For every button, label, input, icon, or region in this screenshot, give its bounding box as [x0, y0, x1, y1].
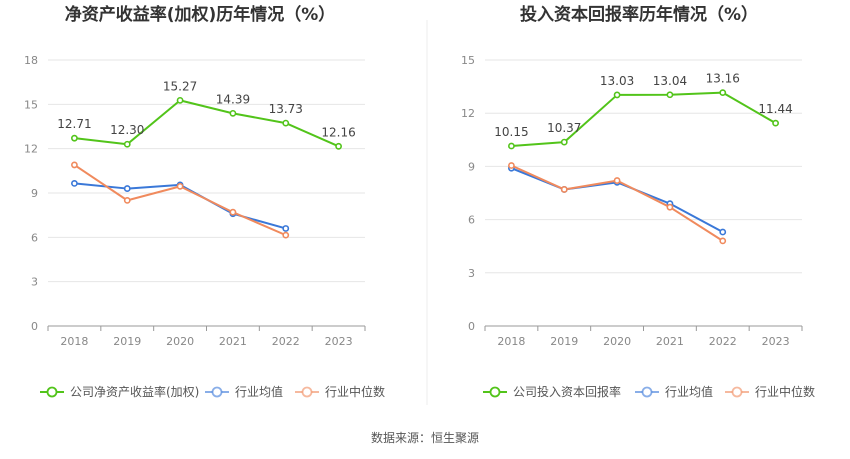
y-tick-label: 0	[31, 320, 38, 333]
legend-label-median: 行业中位数	[325, 384, 385, 399]
y-tick-label: 12	[461, 107, 475, 120]
y-tick-label: 3	[468, 267, 475, 280]
data-label: 14.39	[216, 92, 250, 106]
x-tick-label: 2020	[603, 335, 631, 348]
data-label: 13.03	[600, 74, 634, 88]
data-point-company	[772, 119, 779, 127]
data-point-avg	[719, 228, 727, 236]
x-tick-label: 2021	[219, 335, 247, 348]
data-point-median	[71, 161, 78, 169]
y-tick-label: 6	[468, 214, 475, 227]
legend-marker-company	[489, 386, 501, 398]
series-line-median	[73, 164, 287, 237]
data-point-median	[613, 177, 621, 184]
x-tick-label: 2023	[762, 335, 790, 348]
data-point-company	[335, 142, 342, 150]
data-point-avg	[71, 179, 78, 187]
data-point-company	[282, 119, 290, 127]
data-point-company	[123, 140, 131, 148]
data-point-company	[176, 96, 184, 104]
data-source: 数据来源：恒生聚源	[371, 430, 479, 445]
data-label: 11.44	[758, 102, 792, 116]
data-label: 13.04	[653, 74, 687, 88]
data-point-median	[719, 237, 727, 245]
legend-label-avg: 行业均值	[665, 384, 713, 399]
data-point-company	[71, 134, 78, 142]
data-point-median	[666, 203, 674, 211]
legend-marker-median	[301, 386, 313, 398]
series-line-median	[511, 164, 724, 242]
x-tick-label: 2022	[709, 335, 737, 348]
series-line-company	[74, 99, 339, 148]
legend-label-company: 公司投入资本回报率	[513, 384, 621, 399]
y-tick-label: 6	[31, 231, 38, 244]
data-point-median	[282, 231, 290, 239]
y-tick-label: 15	[461, 54, 475, 67]
data-point-median	[560, 186, 568, 193]
roic-chart: 投入资本回报率历年情况（%） 0 3 6 9 12 15 2018 2019 2020 2021 20…	[461, 4, 815, 399]
data-point-median	[176, 182, 184, 190]
chart-title: 净资产收益率(加权)历年情况（%）	[65, 4, 336, 25]
data-point-median	[123, 196, 131, 204]
legend-label-company: 公司净资产收益率(加权)	[70, 384, 199, 399]
legend-marker-avg	[641, 386, 653, 398]
data-point-median	[508, 162, 515, 169]
x-tick-label: 2018	[60, 335, 88, 348]
legend-marker-company	[46, 386, 58, 398]
data-point-company	[613, 91, 621, 99]
data-point-company	[508, 142, 515, 150]
data-label: 15.27	[163, 79, 197, 93]
y-tick-label: 9	[468, 160, 475, 173]
data-point-median	[229, 208, 237, 216]
y-tick-label: 0	[468, 320, 475, 333]
data-label: 12.16	[321, 125, 355, 139]
series-line-company	[511, 91, 777, 148]
data-label: 12.71	[57, 117, 91, 131]
legend-label-avg: 行业均值	[235, 384, 283, 399]
x-tick-label: 2018	[497, 335, 525, 348]
x-tick-label: 2022	[272, 335, 300, 348]
x-tick-label: 2019	[550, 335, 578, 348]
legend-marker-median	[731, 386, 743, 398]
data-label: 13.16	[706, 72, 740, 86]
y-tick-label: 3	[31, 276, 38, 289]
legend-marker-avg	[211, 386, 223, 398]
data-label: 10.15	[494, 125, 528, 139]
data-point-company	[719, 89, 727, 97]
data-point-company	[229, 109, 237, 117]
x-tick-label: 2020	[166, 335, 194, 348]
data-point-company	[560, 138, 568, 146]
roe-chart: 净资产收益率(加权)历年情况（%） 0 3 6 9 12 15 18 2018 2019 2020 2…	[24, 4, 385, 399]
chart-title: 投入资本回报率历年情况（%）	[520, 4, 758, 25]
data-point-avg	[282, 225, 290, 232]
data-point-company	[666, 91, 674, 99]
y-tick-label: 15	[24, 98, 38, 111]
y-tick-label: 18	[24, 54, 38, 67]
data-point-avg	[123, 185, 131, 192]
x-tick-label: 2019	[113, 335, 141, 348]
data-label: 12.30	[110, 123, 144, 137]
x-tick-label: 2023	[325, 335, 353, 348]
x-tick-label: 2021	[656, 335, 684, 348]
data-label: 13.73	[269, 102, 303, 116]
y-tick-label: 9	[31, 187, 38, 200]
legend-label-median: 行业中位数	[755, 384, 815, 399]
data-label: 10.37	[547, 121, 581, 135]
y-tick-label: 12	[24, 143, 38, 156]
